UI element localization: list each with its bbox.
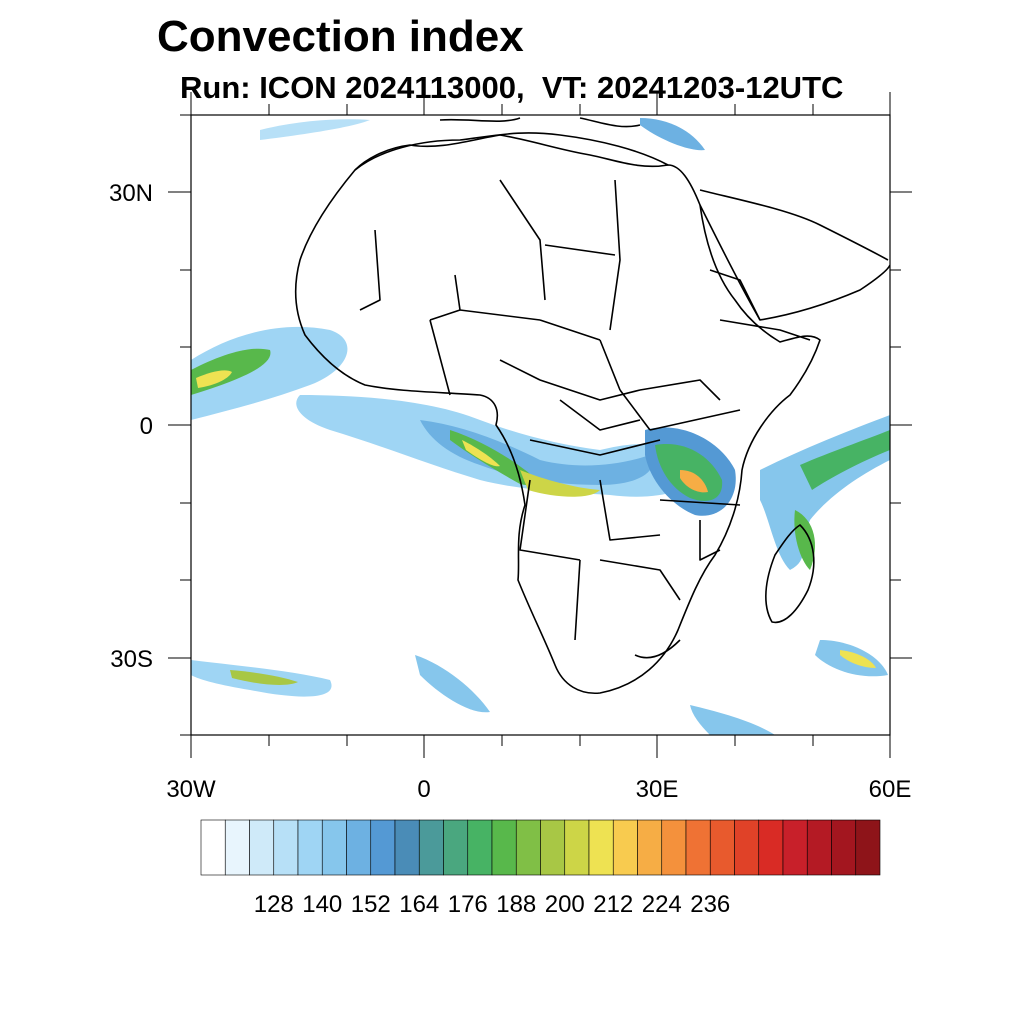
convection-area-congo [420, 420, 653, 485]
convection-area-atlantic-west-max [196, 370, 232, 388]
map-title: Convection index [157, 12, 524, 61]
colorbar-box [709, 819, 735, 876]
convection-field [191, 118, 890, 735]
lat-label-0: 0 [140, 413, 153, 440]
lon-label-0: 0 [417, 776, 430, 803]
colorbar-box [806, 819, 832, 876]
convection-area-south-tip [690, 705, 775, 735]
lat-label-30n: 30N [109, 180, 153, 207]
convection-area-east-africa-max [680, 470, 708, 493]
colorbar-box [394, 819, 420, 876]
colorbar-box [758, 819, 784, 876]
colorbar-box [200, 819, 226, 876]
convection-area-south-atlantic-coast [520, 470, 600, 497]
colorbar-box [685, 819, 711, 876]
colorbar-box [346, 819, 372, 876]
arabia-coastline [699, 189, 890, 321]
inner-borders [359, 179, 811, 659]
colorbar-box [321, 819, 347, 876]
colorbar-label: 224 [642, 891, 682, 918]
colorbar-box [515, 819, 541, 876]
colorbar-box [249, 819, 275, 876]
colorbar-label: 164 [399, 891, 439, 918]
lon-label-30w: 30W [166, 776, 216, 803]
convection-area-indian-ocean-core [800, 430, 890, 490]
colorbar-box [224, 819, 250, 876]
colorbar-label: 152 [351, 891, 391, 918]
africa-coastline [294, 134, 821, 694]
map-subtitle: Run: ICON 2024113000, VT: 20241203-12UTC [180, 70, 844, 105]
colorbar-box [370, 819, 396, 876]
convection-area-congo-core [450, 430, 535, 486]
convection-area-mediterranean-east [640, 118, 705, 151]
mediterranean-coast [354, 117, 669, 171]
colorbar-box [443, 819, 469, 876]
convection-area-south-east-core [840, 650, 876, 668]
colorbar [200, 819, 881, 876]
colorbar-label: 200 [545, 891, 585, 918]
colorbar-label: 140 [302, 891, 342, 918]
madagascar-coastline [765, 524, 815, 624]
convection-area-mediterranean [260, 119, 370, 140]
colorbar-label: 236 [690, 891, 730, 918]
colorbar-label: 128 [254, 891, 294, 918]
convection-area-atlantic-west [191, 326, 348, 420]
colorbar-label: 176 [448, 891, 488, 918]
lon-label-60e: 60E [869, 776, 912, 803]
convection-area-congo-max [462, 440, 500, 467]
convection-area-south-atlantic-streak [415, 655, 490, 713]
colorbar-labels: 128 140 152 164 176 188 200 212 224 236 [254, 891, 731, 918]
colorbar-box [612, 819, 638, 876]
colorbar-box [467, 819, 493, 876]
colorbar-box [273, 819, 299, 876]
lat-label-30s: 30S [110, 646, 153, 673]
colorbar-box [661, 819, 687, 876]
colorbar-box [831, 819, 857, 876]
lon-label-30e: 30E [636, 776, 679, 803]
colorbar-label: 212 [593, 891, 633, 918]
colorbar-box [418, 819, 444, 876]
map-frame [190, 114, 891, 736]
colorbar-box [297, 819, 323, 876]
colorbar-label: 188 [496, 891, 536, 918]
colorbar-box [855, 819, 881, 876]
colorbar-box [637, 819, 663, 876]
colorbar-box [782, 819, 808, 876]
axis-ticks [168, 92, 912, 758]
colorbar-box [564, 819, 590, 876]
colorbar-box [491, 819, 517, 876]
colorbar-box [734, 819, 760, 876]
colorbar-box [540, 819, 566, 876]
country-borders [294, 117, 890, 694]
colorbar-box [588, 819, 614, 876]
convection-area-south-west-core [230, 670, 298, 685]
